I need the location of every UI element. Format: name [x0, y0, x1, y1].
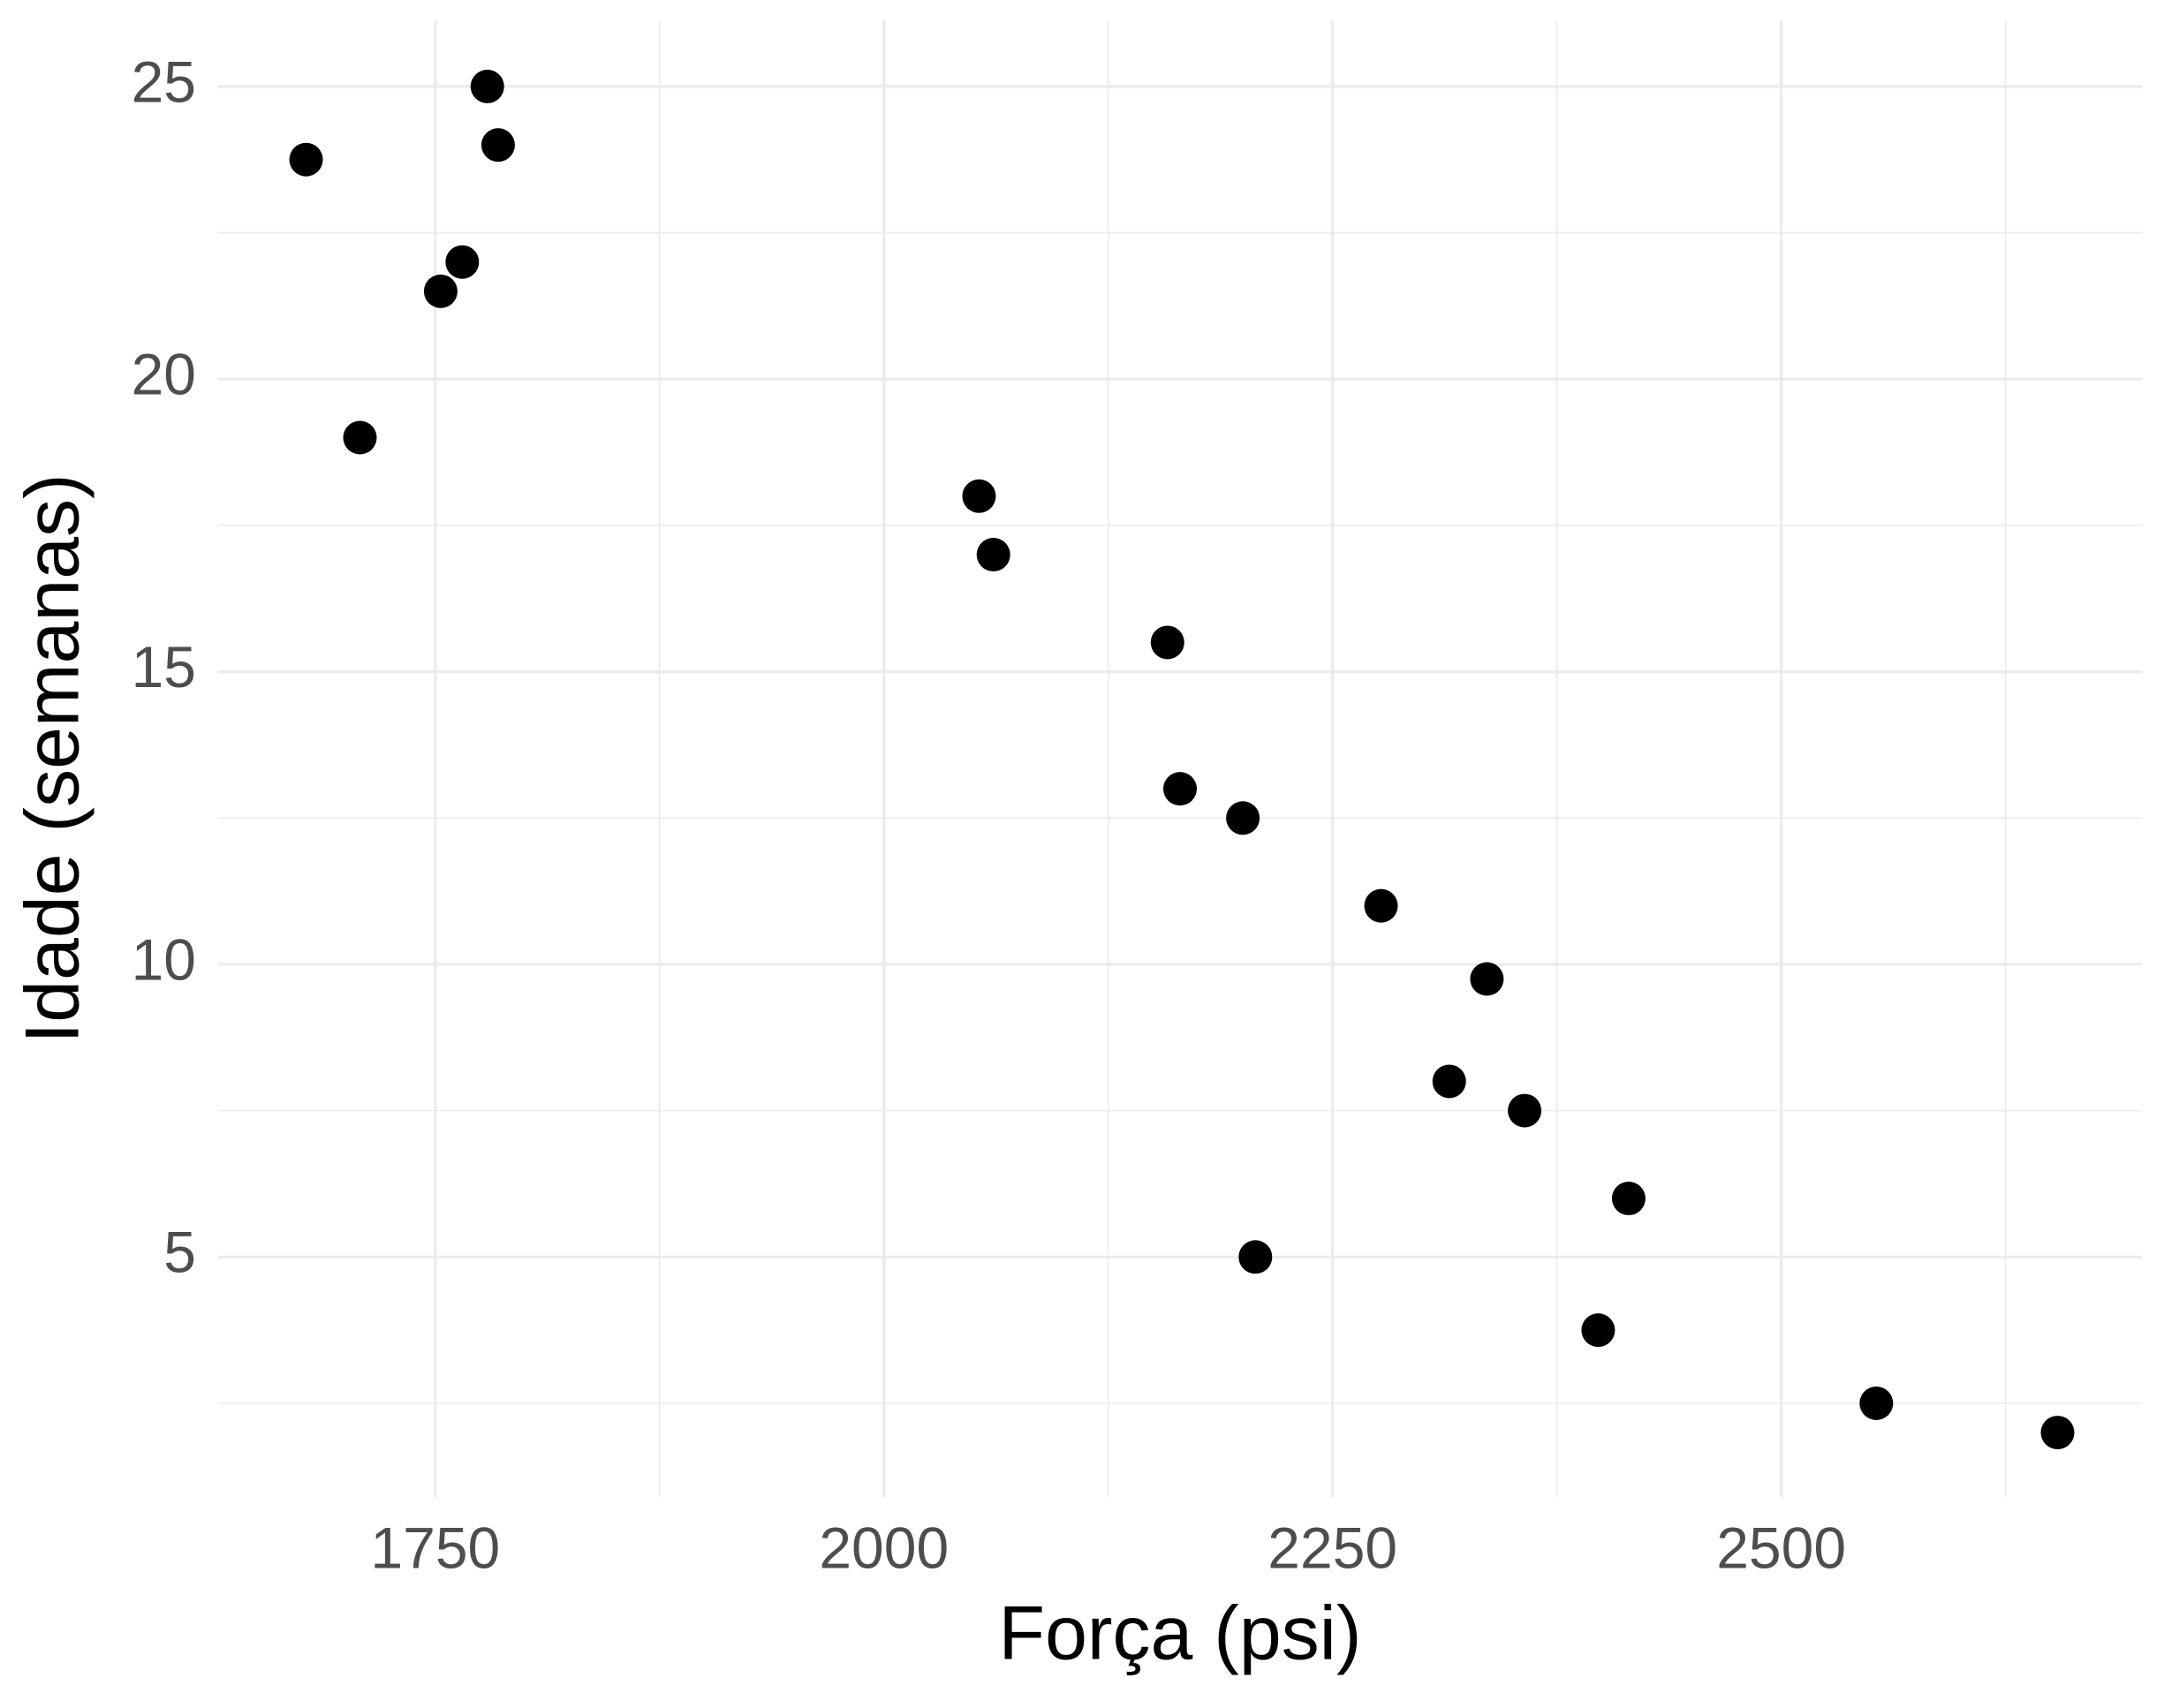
point — [1859, 1386, 1894, 1420]
point — [480, 128, 515, 162]
x-tick-label: 1750 — [370, 1515, 500, 1580]
y-tick-label: 10 — [132, 926, 196, 992]
point — [962, 479, 996, 513]
point — [976, 538, 1010, 572]
x-tick-label: 2250 — [1267, 1515, 1397, 1580]
point — [1508, 1093, 1542, 1128]
point — [1364, 888, 1398, 923]
point — [2040, 1416, 2075, 1450]
point — [289, 142, 323, 177]
point — [445, 245, 480, 279]
point — [1150, 625, 1184, 660]
point — [470, 69, 504, 103]
point — [1226, 801, 1260, 835]
point — [1163, 772, 1197, 806]
x-axis-title: Força (psi) — [999, 1591, 1362, 1676]
x-tick-label: 2500 — [1716, 1515, 1846, 1580]
point — [1470, 962, 1504, 996]
y-axis-title: Idade (semanas) — [11, 473, 95, 1043]
y-tick-label: 15 — [132, 634, 196, 699]
y-tick-label: 20 — [132, 342, 196, 407]
y-tick-label: 5 — [163, 1220, 196, 1285]
point — [1581, 1313, 1615, 1348]
point — [343, 420, 377, 455]
x-tick-label: 2000 — [819, 1515, 949, 1580]
y-tick-label: 25 — [132, 49, 196, 114]
point — [423, 274, 458, 308]
point — [1611, 1182, 1646, 1216]
point — [1432, 1064, 1466, 1099]
point — [1238, 1240, 1273, 1274]
